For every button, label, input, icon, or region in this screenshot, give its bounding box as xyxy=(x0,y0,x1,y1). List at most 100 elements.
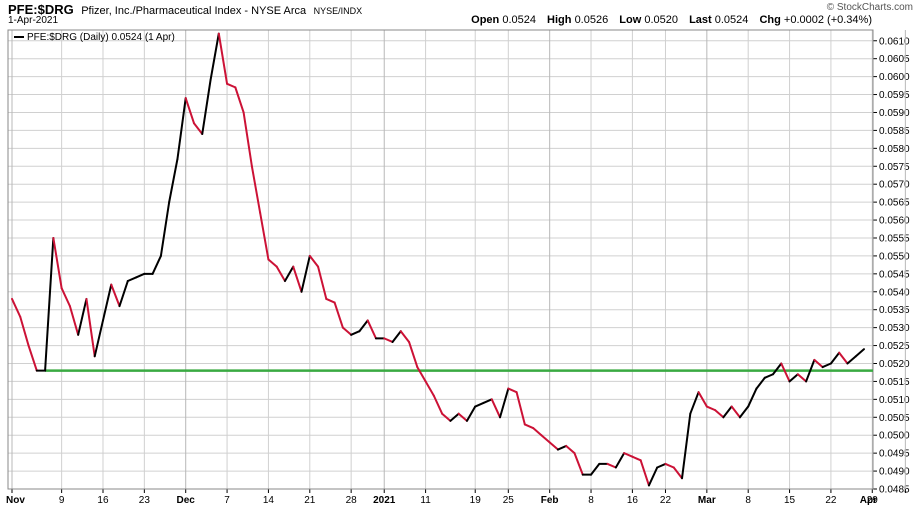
price-segment xyxy=(441,412,452,422)
price-segment xyxy=(763,373,775,379)
price-segment xyxy=(11,297,22,318)
price-segment xyxy=(490,398,502,419)
x-tick-label: Apr xyxy=(860,495,877,506)
price-segment xyxy=(556,444,568,451)
x-tick-label: 21 xyxy=(304,495,316,506)
y-tick-label: 0.0585 xyxy=(879,126,910,137)
x-tick-label: 7 xyxy=(224,495,230,506)
price-segment xyxy=(705,405,717,412)
chart-date: 1-Apr-2021 xyxy=(8,15,59,26)
price-segment xyxy=(457,412,468,422)
price-segment xyxy=(540,434,551,444)
y-tick-label: 0.0520 xyxy=(879,359,910,370)
price-segment xyxy=(780,362,791,383)
price-segment xyxy=(366,319,377,340)
x-tick-label: Feb xyxy=(541,495,559,506)
y-tick-label: 0.0545 xyxy=(879,269,910,280)
price-segment xyxy=(292,265,303,293)
high-value: 0.0526 xyxy=(574,14,609,26)
price-segment xyxy=(341,326,353,336)
y-tick-label: 0.0530 xyxy=(879,323,910,334)
price-segment xyxy=(565,444,576,455)
x-tick-label: 19 xyxy=(470,495,482,506)
price-segment xyxy=(813,358,824,369)
x-tick-label: 15 xyxy=(784,495,796,506)
low-value: 0.0520 xyxy=(644,14,678,26)
price-segment xyxy=(52,236,63,290)
price-segment xyxy=(176,97,187,161)
y-tick-label: 0.0515 xyxy=(879,377,910,388)
price-segment xyxy=(85,297,96,358)
price-segment xyxy=(184,97,195,125)
price-segment xyxy=(399,330,411,343)
price-segment xyxy=(424,380,435,397)
x-tick-label: 28 xyxy=(346,495,358,506)
y-tick-label: 0.0490 xyxy=(879,467,910,478)
y-tick-label: 0.0535 xyxy=(879,305,910,316)
x-tick-label: 11 xyxy=(420,495,431,506)
price-segment xyxy=(27,344,38,372)
x-tick-label: 2021 xyxy=(373,495,396,506)
price-segment xyxy=(350,330,361,336)
price-segment xyxy=(77,297,88,336)
price-segment xyxy=(201,79,212,135)
x-tick-label: 14 xyxy=(263,495,275,506)
price-segment xyxy=(358,319,369,333)
price-segment xyxy=(151,254,162,275)
y-tick-label: 0.0500 xyxy=(879,431,910,442)
x-tick-label: Dec xyxy=(177,495,196,506)
price-segment xyxy=(772,362,783,376)
low-label: Low xyxy=(619,14,642,26)
price-segment xyxy=(821,362,832,369)
price-segment xyxy=(465,405,477,422)
price-segment xyxy=(573,452,584,476)
chg-value: +0.0002 (+0.34%) xyxy=(783,14,872,26)
y-tick-label: 0.0565 xyxy=(879,198,910,209)
y-tick-label: 0.0560 xyxy=(879,216,910,227)
price-segment xyxy=(226,82,237,89)
ohlc-readout: Open 0.0524 High 0.0526 Low 0.0520 Last … xyxy=(471,14,872,26)
price-segment xyxy=(747,387,758,408)
price-segment xyxy=(515,391,526,426)
price-segment xyxy=(606,462,617,469)
company-name: Pfizer, Inc./Pharmaceutical Index - NYSE… xyxy=(81,5,307,17)
price-segment xyxy=(449,412,460,422)
brand-watermark: © StockCharts.com xyxy=(826,2,913,13)
price-segment xyxy=(317,265,328,300)
x-tick-label: 8 xyxy=(588,495,594,506)
price-segment xyxy=(209,32,220,82)
price-segment xyxy=(664,462,675,469)
price-segment xyxy=(590,462,601,476)
price-segment xyxy=(829,351,841,365)
price-segment xyxy=(697,391,708,408)
price-segment xyxy=(19,315,30,347)
price-segment xyxy=(623,452,634,458)
open-value: 0.0524 xyxy=(502,14,536,26)
price-segment xyxy=(681,412,692,480)
y-tick-label: 0.0525 xyxy=(879,341,910,352)
price-segment xyxy=(689,391,700,415)
price-segment xyxy=(44,236,55,372)
price-segment xyxy=(234,86,245,114)
price-segment xyxy=(168,158,179,204)
price-segment xyxy=(275,265,286,283)
price-segment xyxy=(416,366,427,383)
price-segment xyxy=(838,351,849,365)
x-tick-label: Mar xyxy=(698,495,716,506)
price-segment xyxy=(267,258,278,268)
price-segment xyxy=(391,330,402,343)
price-segment xyxy=(217,32,229,85)
x-tick-label: 16 xyxy=(97,495,109,506)
price-segment xyxy=(788,373,799,383)
price-segment xyxy=(283,265,295,283)
price-segment xyxy=(647,466,659,487)
x-tick-label: 8 xyxy=(745,495,751,506)
legend-label: PFE:$DRG (Daily) 0.0524 (1 Apr) xyxy=(27,32,175,43)
price-segment xyxy=(192,122,204,135)
price-segment xyxy=(68,305,80,336)
price-segment xyxy=(308,254,320,268)
y-tick-label: 0.0570 xyxy=(879,180,910,191)
plot-area xyxy=(8,30,873,489)
price-segment xyxy=(135,272,146,279)
